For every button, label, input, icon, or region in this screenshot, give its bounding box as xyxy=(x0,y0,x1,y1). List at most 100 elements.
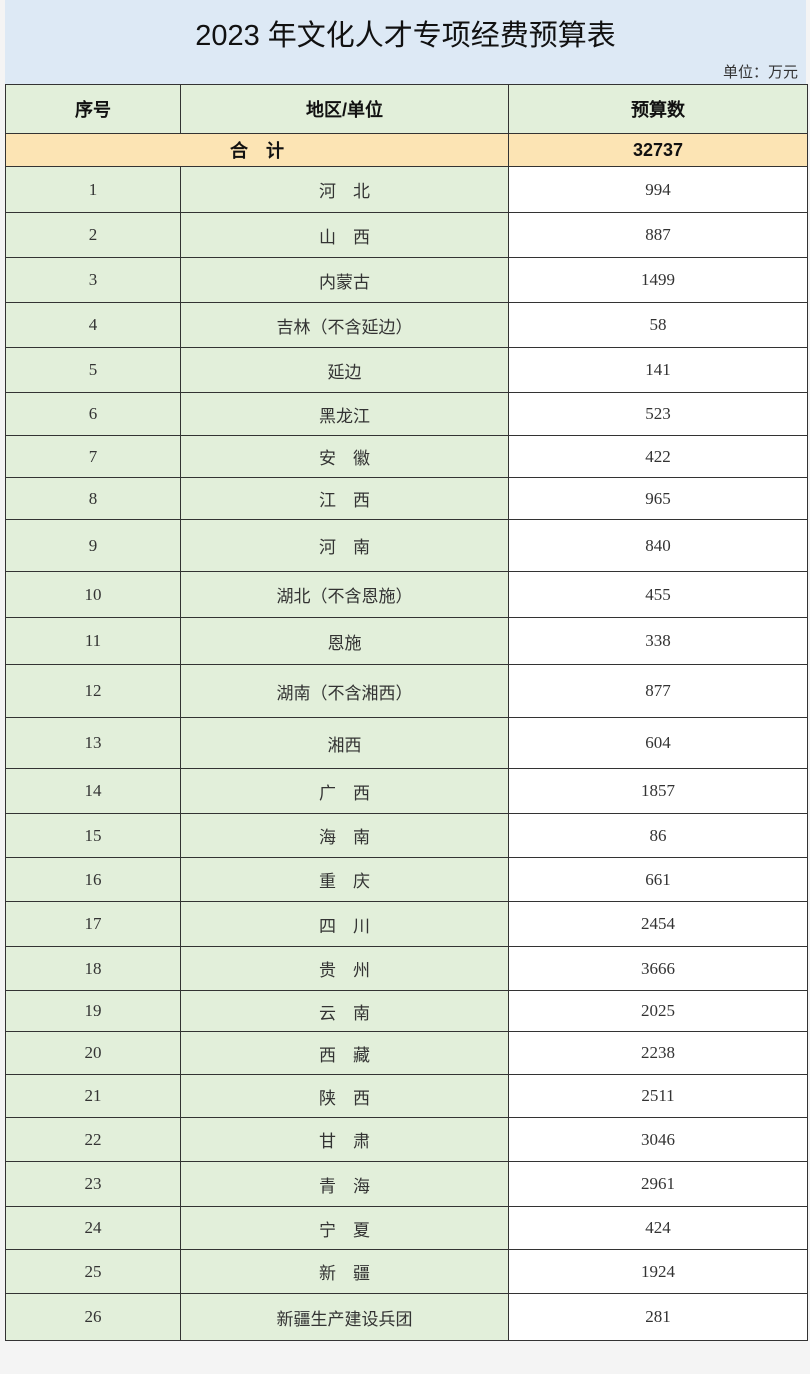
table-row: 11 恩施 338 xyxy=(5,617,808,665)
row-number: 1 xyxy=(5,166,181,213)
row-budget: 86 xyxy=(508,813,808,858)
row-number: 18 xyxy=(5,946,181,991)
row-region: 广 西 xyxy=(180,768,509,814)
title-banner: 2023 年文化人才专项经费预算表 单位：万元 xyxy=(5,0,806,84)
row-number: 20 xyxy=(5,1031,181,1075)
row-region: 甘 肃 xyxy=(180,1117,509,1162)
row-region: 河 南 xyxy=(180,519,509,572)
row-region: 四 川 xyxy=(180,901,509,947)
table-row: 3 内蒙古 1499 xyxy=(5,257,808,303)
table-row: 25 新 疆 1924 xyxy=(5,1249,808,1294)
header-no: 序号 xyxy=(5,84,181,134)
row-budget: 3666 xyxy=(508,946,808,991)
table-row: 19 云 南 2025 xyxy=(5,990,808,1032)
row-number: 4 xyxy=(5,302,181,348)
row-number: 16 xyxy=(5,857,181,902)
header-budget: 预算数 xyxy=(508,84,808,134)
row-budget: 965 xyxy=(508,477,808,520)
table-row: 14 广 西 1857 xyxy=(5,768,808,814)
row-budget: 840 xyxy=(508,519,808,572)
table-row: 4 吉林（不含延边） 58 xyxy=(5,302,808,348)
table-row: 18 贵 州 3666 xyxy=(5,946,808,991)
table-row: 24 宁 夏 424 xyxy=(5,1206,808,1250)
row-number: 15 xyxy=(5,813,181,858)
table-row: 16 重 庆 661 xyxy=(5,857,808,902)
row-budget: 455 xyxy=(508,571,808,618)
table-row: 5 延边 141 xyxy=(5,347,808,393)
row-region: 江 西 xyxy=(180,477,509,520)
header-region: 地区/单位 xyxy=(180,84,509,134)
total-row: 合 计 32737 xyxy=(5,133,808,167)
row-budget: 3046 xyxy=(508,1117,808,1162)
row-budget: 877 xyxy=(508,664,808,718)
row-region: 湘西 xyxy=(180,717,509,769)
row-number: 8 xyxy=(5,477,181,520)
table-row: 12 湖南（不含湘西） 877 xyxy=(5,664,808,718)
row-region: 吉林（不含延边） xyxy=(180,302,509,348)
row-region: 延边 xyxy=(180,347,509,393)
row-number: 12 xyxy=(5,664,181,718)
row-region: 宁 夏 xyxy=(180,1206,509,1250)
row-number: 26 xyxy=(5,1293,181,1341)
row-budget: 58 xyxy=(508,302,808,348)
row-budget: 2961 xyxy=(508,1161,808,1207)
row-region: 新 疆 xyxy=(180,1249,509,1294)
total-value: 32737 xyxy=(508,133,808,167)
row-region: 海 南 xyxy=(180,813,509,858)
total-label: 合 计 xyxy=(5,133,509,167)
row-region: 云 南 xyxy=(180,990,509,1032)
row-number: 23 xyxy=(5,1161,181,1207)
row-number: 22 xyxy=(5,1117,181,1162)
unit-label: 单位：万元 xyxy=(722,65,798,81)
row-region: 西 藏 xyxy=(180,1031,509,1075)
row-number: 2 xyxy=(5,212,181,258)
row-number: 13 xyxy=(5,717,181,769)
table-row: 15 海 南 86 xyxy=(5,813,808,858)
row-budget: 604 xyxy=(508,717,808,769)
row-region: 河 北 xyxy=(180,166,509,213)
row-number: 25 xyxy=(5,1249,181,1294)
row-region: 湖南（不含湘西） xyxy=(180,664,509,718)
row-number: 10 xyxy=(5,571,181,618)
row-budget: 994 xyxy=(508,166,808,213)
table-row: 6 黑龙江 523 xyxy=(5,392,808,436)
row-number: 9 xyxy=(5,519,181,572)
row-region: 湖北（不含恩施） xyxy=(180,571,509,618)
table-row: 22 甘 肃 3046 xyxy=(5,1117,808,1162)
row-budget: 523 xyxy=(508,392,808,436)
row-budget: 887 xyxy=(508,212,808,258)
row-budget: 2454 xyxy=(508,901,808,947)
table-row: 20 西 藏 2238 xyxy=(5,1031,808,1075)
row-region: 青 海 xyxy=(180,1161,509,1207)
row-number: 14 xyxy=(5,768,181,814)
row-number: 7 xyxy=(5,435,181,478)
row-budget: 1499 xyxy=(508,257,808,303)
row-region: 新疆生产建设兵团 xyxy=(180,1293,509,1341)
row-budget: 281 xyxy=(508,1293,808,1341)
row-number: 17 xyxy=(5,901,181,947)
row-region: 山 西 xyxy=(180,212,509,258)
row-number: 5 xyxy=(5,347,181,393)
row-region: 重 庆 xyxy=(180,857,509,902)
row-region: 陕 西 xyxy=(180,1074,509,1118)
row-budget: 422 xyxy=(508,435,808,478)
row-budget: 1924 xyxy=(508,1249,808,1294)
row-budget: 661 xyxy=(508,857,808,902)
table-row: 13 湘西 604 xyxy=(5,717,808,769)
row-budget: 141 xyxy=(508,347,808,393)
table-header-row: 序号 地区/单位 预算数 xyxy=(5,84,808,134)
row-number: 19 xyxy=(5,990,181,1032)
table-row: 10 湖北（不含恩施） 455 xyxy=(5,571,808,618)
row-region: 安 徽 xyxy=(180,435,509,478)
table-row: 26 新疆生产建设兵团 281 xyxy=(5,1293,808,1341)
table-row: 17 四 川 2454 xyxy=(5,901,808,947)
row-region: 恩施 xyxy=(180,617,509,665)
row-budget: 338 xyxy=(508,617,808,665)
row-number: 6 xyxy=(5,392,181,436)
table-row: 21 陕 西 2511 xyxy=(5,1074,808,1118)
